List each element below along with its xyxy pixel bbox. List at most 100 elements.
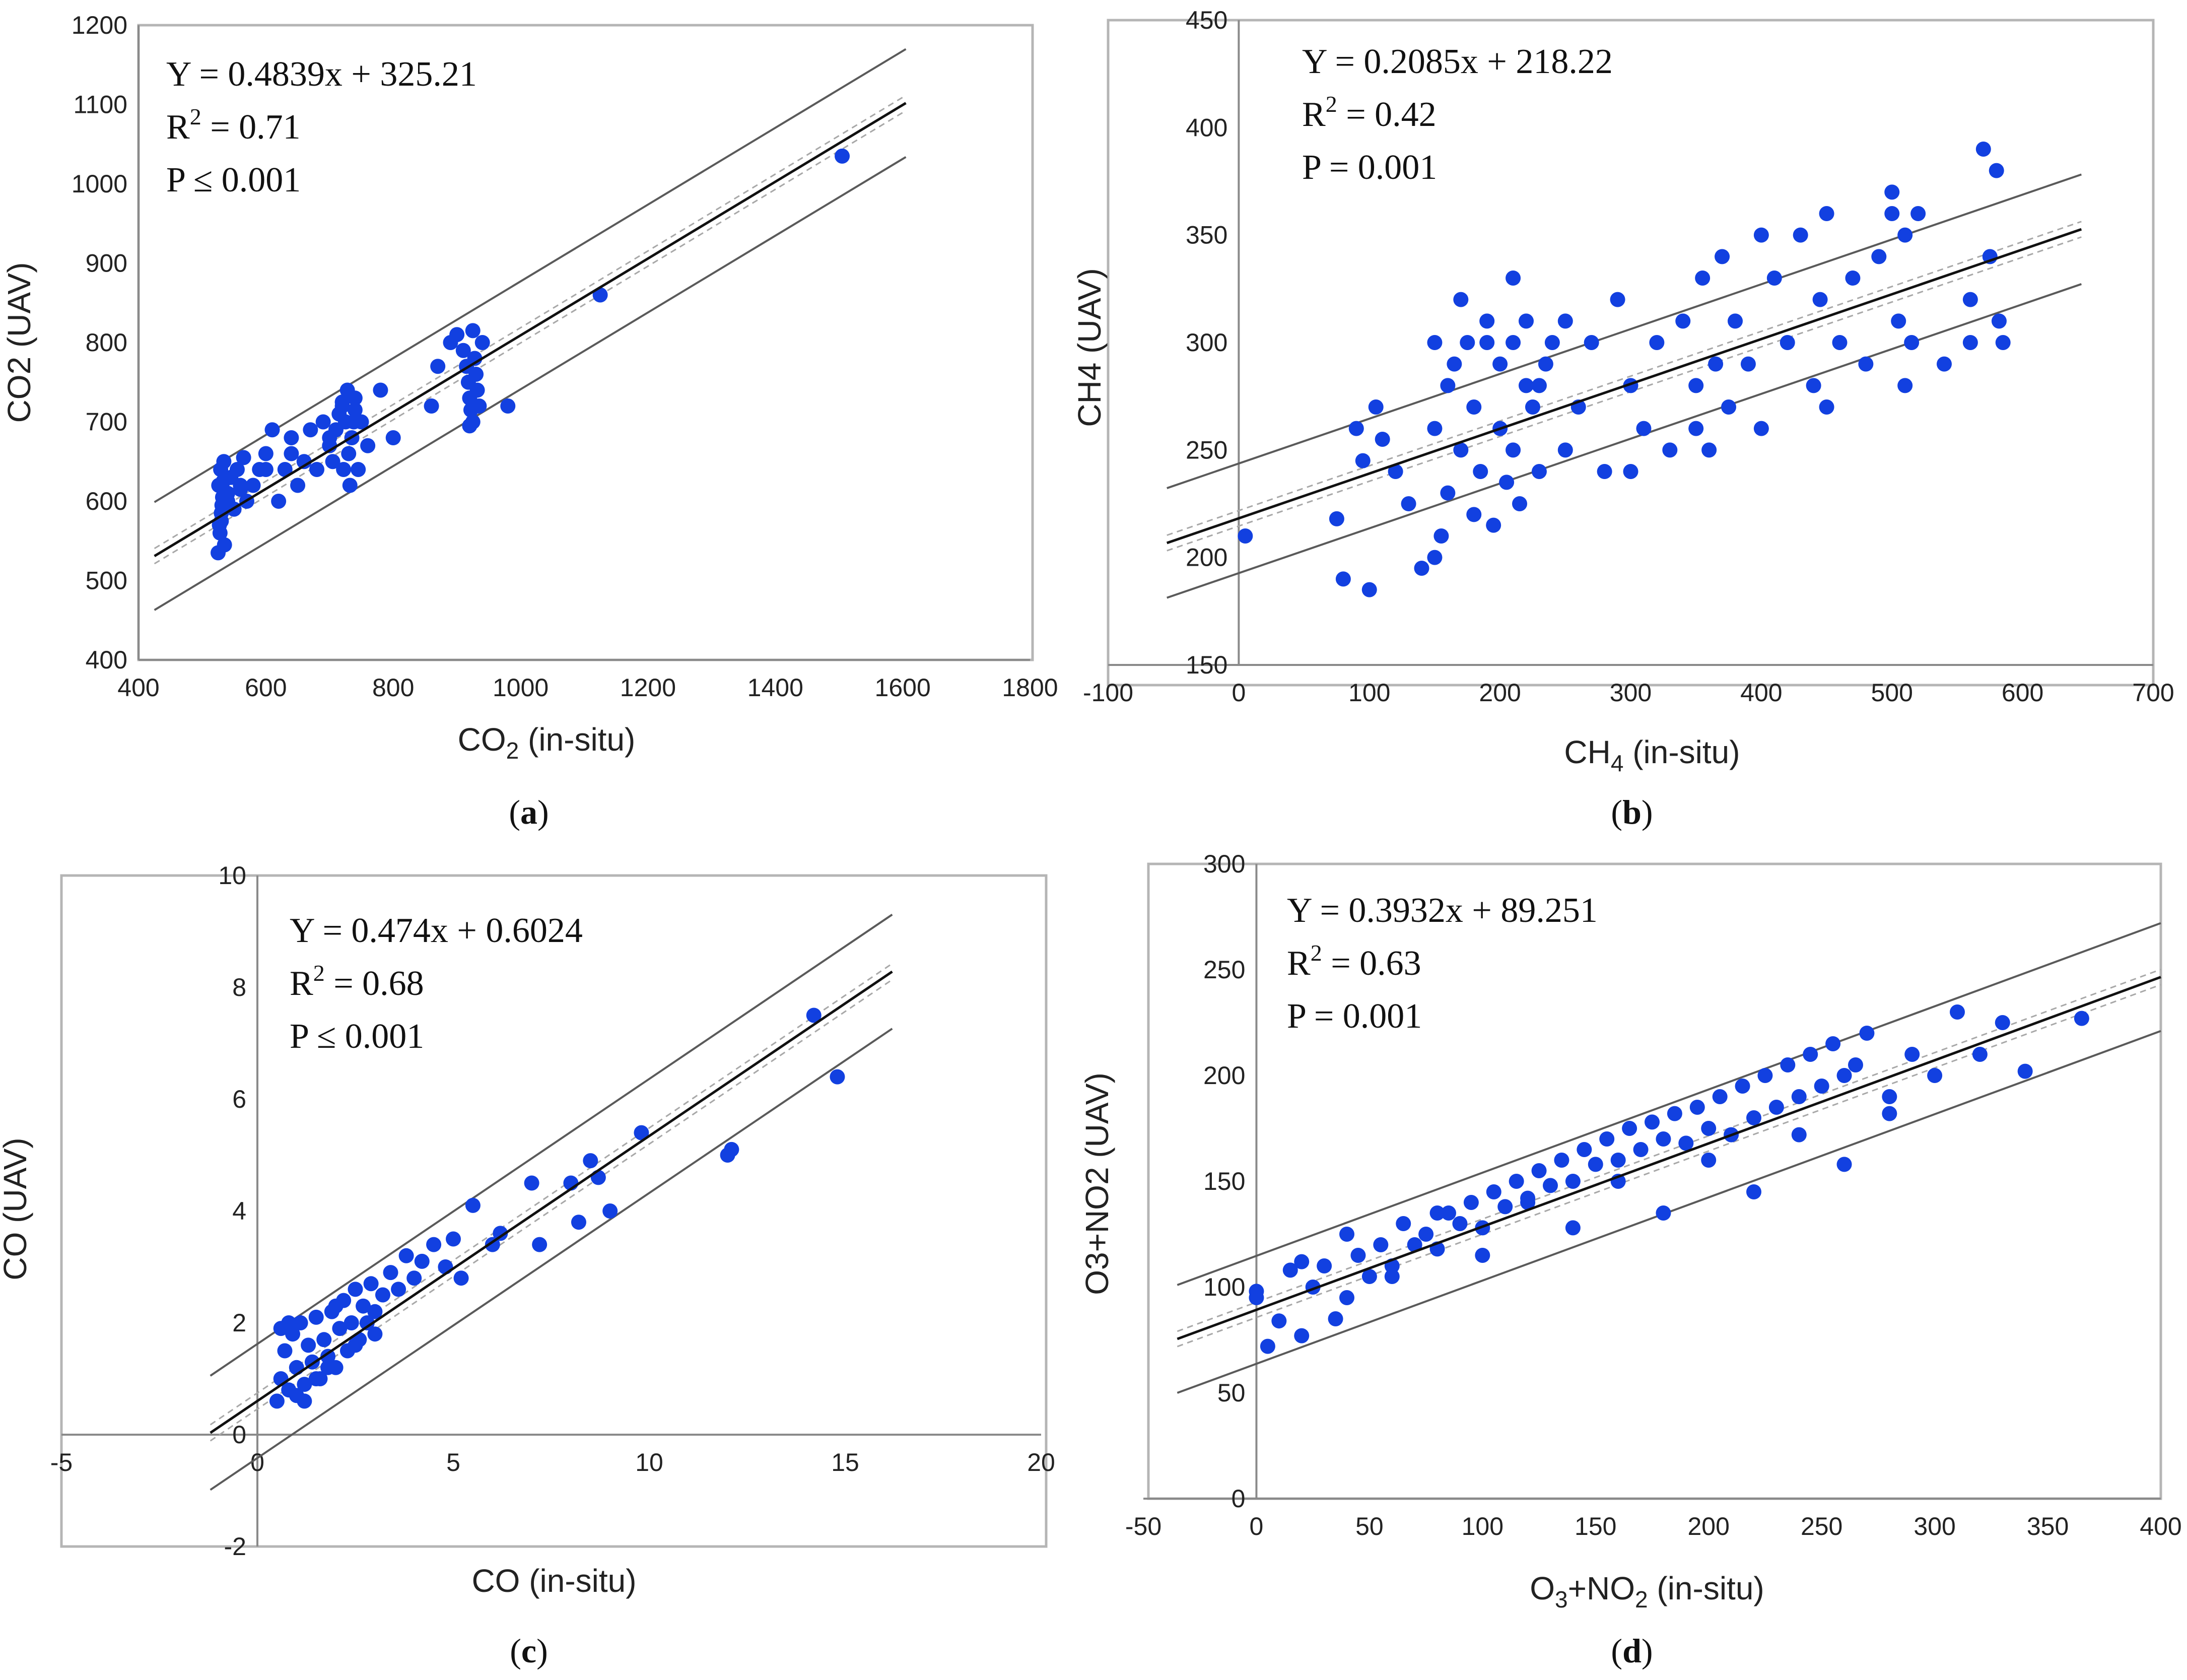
data-point <box>322 430 337 445</box>
data-point <box>1429 1205 1445 1221</box>
data-point <box>1995 1015 2010 1030</box>
data-point <box>1712 1089 1728 1104</box>
data-point <box>592 287 608 303</box>
data-point <box>1812 292 1828 307</box>
data-point <box>1335 571 1351 587</box>
x-tick-label: -100 <box>1083 679 1133 707</box>
data-point <box>1414 561 1429 576</box>
data-point <box>1633 1142 1649 1157</box>
x-tick-label: 100 <box>1462 1512 1503 1540</box>
r-squared-value: = 0.42 <box>1337 95 1437 134</box>
data-point <box>1884 184 1900 200</box>
data-point <box>1645 1114 1660 1130</box>
x-tick-label: 1200 <box>620 674 676 702</box>
y-tick-label: 1200 <box>72 11 127 39</box>
data-point <box>1294 1328 1310 1343</box>
data-point <box>1447 356 1462 372</box>
prediction-upper-line <box>210 913 893 1377</box>
data-point <box>220 486 235 501</box>
fit-line <box>154 102 907 558</box>
data-point <box>1991 313 2007 329</box>
confidence-lower-line <box>1167 236 2082 552</box>
confidence-upper-line <box>1167 221 2082 536</box>
data-point <box>1427 550 1443 565</box>
prediction-upper-line <box>1177 922 2161 1286</box>
data-point <box>1688 421 1704 436</box>
y-tick-label: 6 <box>232 1085 246 1113</box>
data-point <box>1282 1262 1298 1278</box>
data-point <box>245 478 261 493</box>
x-axis-title-part: CH <box>1564 734 1610 770</box>
r-squared-symbol: R <box>290 964 313 1003</box>
data-point <box>524 1175 539 1191</box>
y-axis-title: CH4 (UAV) <box>1071 268 1108 427</box>
x-tick-label: 250 <box>1801 1512 1842 1540</box>
y-tick-label: 1000 <box>72 170 127 198</box>
data-point <box>1708 356 1724 372</box>
r-squared-value: = 0.68 <box>325 964 424 1003</box>
data-point <box>1793 227 1808 243</box>
data-point <box>1667 1106 1682 1121</box>
x-axis-title-part: 3 <box>1555 1586 1568 1612</box>
data-point <box>297 1393 312 1409</box>
x-tick-label: -50 <box>1125 1512 1161 1540</box>
data-point <box>356 1298 371 1314</box>
data-point <box>571 1215 586 1230</box>
p-value-label: P ≤ 0.001 <box>166 161 301 199</box>
y-tick-label: 200 <box>1186 544 1227 572</box>
data-point <box>1766 271 1782 286</box>
y-tick-label: 300 <box>1203 850 1245 878</box>
data-point <box>1433 528 1449 544</box>
data-point <box>1858 356 1874 372</box>
y-tick-label: 300 <box>1186 328 1227 357</box>
data-point <box>1972 1047 1988 1062</box>
x-axis-title-part: +NO <box>1568 1570 1635 1606</box>
data-point <box>264 422 280 438</box>
data-point <box>1757 1068 1773 1083</box>
panel-a: 400 600 800 1000 1200 1400 1600 1800 400 500 600 70… <box>1 11 1058 831</box>
data-point <box>316 1332 332 1348</box>
data-point <box>1492 356 1508 372</box>
data-point <box>634 1125 649 1140</box>
data-point <box>462 418 477 434</box>
x-tick-label: 500 <box>1871 679 1913 707</box>
data-point <box>1271 1313 1287 1329</box>
data-point <box>277 1343 293 1359</box>
data-point <box>468 367 484 382</box>
y-tick-label: 350 <box>1186 221 1227 249</box>
data-point <box>258 446 274 461</box>
data-point <box>1506 442 1521 458</box>
data-point <box>1728 313 1743 329</box>
data-point <box>1418 1227 1434 1242</box>
data-point <box>336 462 352 477</box>
data-point <box>1554 1153 1569 1168</box>
y-tick-label: 50 <box>1217 1379 1246 1407</box>
data-point <box>467 351 483 366</box>
panel-label-open: ( <box>509 793 520 831</box>
x-axis-title-part: 2 <box>506 737 519 764</box>
data-point <box>1531 1163 1547 1178</box>
data-point <box>1565 1174 1581 1189</box>
data-point <box>465 323 481 339</box>
data-point <box>1995 335 2011 350</box>
data-point <box>1486 517 1501 533</box>
x-tick-label: 1400 <box>747 674 803 702</box>
data-point <box>590 1170 606 1185</box>
data-point <box>1509 1174 1524 1189</box>
data-point <box>1910 206 1926 221</box>
r-squared-exponent: 2 <box>1311 940 1322 966</box>
prediction-upper-line <box>154 48 907 503</box>
data-point <box>1339 1290 1354 1305</box>
data-point <box>465 1197 481 1213</box>
x-tick-label: 20 <box>1027 1448 1055 1476</box>
x-tick-label: 150 <box>1575 1512 1616 1540</box>
y-tick-label: 1100 <box>73 91 127 119</box>
data-point <box>354 414 369 430</box>
data-point <box>1806 378 1821 393</box>
x-tick-label: -5 <box>50 1448 73 1476</box>
x-tick-label: 0 <box>1250 1512 1264 1540</box>
data-point <box>328 1298 344 1314</box>
confidence-lower-line <box>154 110 907 565</box>
data-point <box>1791 1089 1807 1104</box>
data-point <box>1780 335 1795 350</box>
